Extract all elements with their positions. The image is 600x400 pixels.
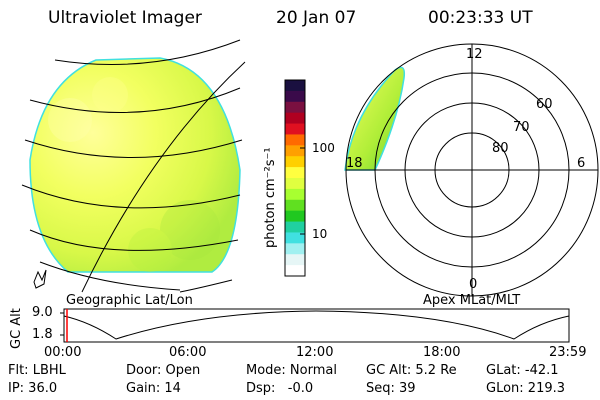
colorbar-band: [285, 112, 305, 125]
info-glon: GLon: 219.3: [486, 381, 566, 396]
altitude-track: [60, 308, 570, 343]
geographic-image: [29, 57, 241, 273]
colorbar-band: [285, 145, 305, 157]
colorbar-band: [285, 254, 305, 266]
colorbar-band: [285, 90, 305, 103]
colorbar-band: [285, 156, 305, 168]
time-tick-1200: 12:00: [296, 345, 334, 360]
date-label: 20 Jan 07: [276, 8, 357, 28]
time-tick-0600: 06:00: [169, 345, 207, 360]
info-seq: Seq: 39: [366, 381, 416, 396]
instrument-title: Ultraviolet Imager: [48, 8, 202, 28]
colorbar-tick-100: 100: [312, 141, 335, 155]
mlt-label-6: 6: [577, 156, 586, 171]
coastline-icon: [33, 269, 47, 289]
colorbar-band: [285, 265, 305, 277]
info-ip: IP: 36.0: [8, 381, 58, 396]
colorbar-band: [285, 167, 305, 179]
colorbar-unit-label: photon cm⁻²s⁻¹: [263, 147, 278, 248]
apex-label: Apex MLat/MLT: [423, 293, 521, 308]
info-glat: GLat: -42.1: [486, 363, 559, 378]
colorbar-tick-10: 10: [312, 227, 328, 241]
colorbar-band: [285, 134, 305, 146]
altitude-ylabel: GC Alt: [9, 308, 24, 349]
colorbar-band: [285, 243, 305, 255]
colorbar-band: [285, 178, 305, 190]
time-tick-2359: 23:59: [549, 345, 587, 360]
info-filter: Flt: LBHL: [8, 363, 66, 378]
colorbar-band: [285, 80, 305, 92]
polar-plot: [344, 43, 599, 297]
colorbar-band: [285, 199, 305, 212]
info-gain: Gain: 14: [126, 381, 181, 396]
info-gc-alt: GC Alt: 5.2 Re: [366, 363, 457, 378]
colorbar: [284, 79, 306, 277]
time-label: 00:23:33 UT: [428, 8, 533, 28]
colorbar-band: [285, 221, 305, 234]
mlat-label-70: 70: [513, 120, 530, 135]
geographic-label: Geographic Lat/Lon: [66, 293, 193, 308]
info-mode: Mode: Normal: [246, 363, 337, 378]
time-tick-1800: 18:00: [423, 345, 461, 360]
altitude-ytick-9: 9.0: [32, 305, 53, 320]
altitude-ytick-1.8: 1.8: [32, 327, 53, 342]
info-dsp: Dsp: -0.0: [246, 381, 314, 396]
mlt-label-12: 12: [466, 47, 483, 62]
colorbar-gradient: [285, 80, 305, 277]
colorbar-band: [285, 232, 305, 244]
mlat-label-80: 80: [492, 141, 509, 156]
mlat-label-60: 60: [536, 97, 553, 112]
colorbar-band: [285, 188, 305, 201]
colorbar-band: [285, 123, 305, 136]
time-tick-0000: 00:00: [44, 345, 82, 360]
mlt-label-0: 0: [469, 277, 478, 292]
geographic-grid: [21, 39, 246, 293]
colorbar-band: [285, 101, 305, 114]
mlt-label-18: 18: [346, 156, 363, 171]
colorbar-band: [285, 210, 305, 223]
info-door: Door: Open: [126, 363, 201, 378]
auroral-arc-image: [344, 66, 406, 171]
